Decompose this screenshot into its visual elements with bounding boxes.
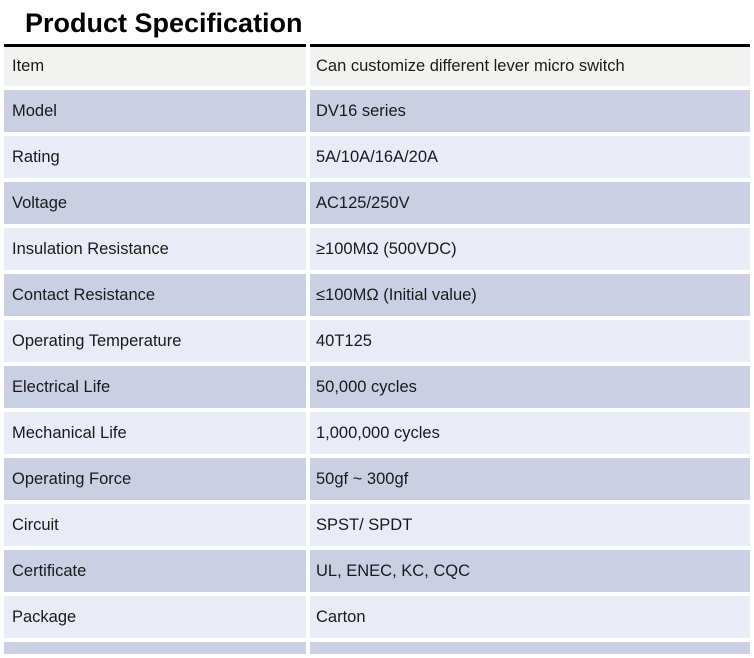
spec-value-cell: Can customize different lever micro swit… — [310, 44, 750, 86]
spec-value-cell: ≤100MΩ (Initial value) — [310, 274, 750, 316]
spec-label-cell: Model — [4, 90, 306, 132]
spec-value-cell: 40T125 — [310, 320, 750, 362]
table-row: Rating 5A/10A/16A/20A — [4, 136, 750, 178]
spec-value-cell: Carton — [310, 596, 750, 638]
spec-label-cell: Electrical Life — [4, 366, 306, 408]
spec-label-cell: Circuit — [4, 504, 306, 546]
spec-label-cell: Operating Force — [4, 458, 306, 500]
spec-value-cell: AC125/250V — [310, 182, 750, 224]
table-row: Model DV16 series — [4, 90, 750, 132]
spec-value-cell: ≥100MΩ (500VDC) — [310, 228, 750, 270]
spec-table: Item Can customize different lever micro… — [0, 40, 754, 658]
spec-label-cell: Package — [4, 596, 306, 638]
table-row: Certificate UL, ENEC, KC, CQC — [4, 550, 750, 592]
table-row: Electrical Life 50,000 cycles — [4, 366, 750, 408]
table-row: Mechanical Life 1,000,000 cycles — [4, 412, 750, 454]
table-row: Operating Temperature 40T125 — [4, 320, 750, 362]
spec-label-cell: Insulation Resistance — [4, 228, 306, 270]
spec-label-cell: Operating Temperature — [4, 320, 306, 362]
spec-value-cell: 50gf ~ 300gf — [310, 458, 750, 500]
spec-value-cell: DV16 series — [310, 90, 750, 132]
spec-value-cell: 5A/10A/16A/20A — [310, 136, 750, 178]
table-row: Circuit SPST/ SPDT — [4, 504, 750, 546]
spec-label-cell: Item — [4, 44, 306, 86]
table-row: Contact Resistance ≤100MΩ (Initial value… — [4, 274, 750, 316]
table-row: Operating Force 50gf ~ 300gf — [4, 458, 750, 500]
page-title: Product Specification — [25, 8, 303, 38]
spec-label-cell: Mechanical Life — [4, 412, 306, 454]
spec-label-cell: Rating — [4, 136, 306, 178]
spec-value-cell: UL, ENEC, KC, CQC — [310, 550, 750, 592]
spec-label-cell: Certificate — [4, 550, 306, 592]
spec-value-cell: 1,000,000 cycles — [310, 412, 750, 454]
spec-label-cell: Voltage — [4, 182, 306, 224]
table-row: Voltage AC125/250V — [4, 182, 750, 224]
table-row: Package Carton — [4, 596, 750, 638]
table-row: Item Can customize different lever micro… — [4, 44, 750, 86]
spec-table-body: Item Can customize different lever micro… — [4, 44, 750, 654]
spec-value-cell: SPST/ SPDT — [310, 504, 750, 546]
spec-label-cell: Contact Resistance — [4, 274, 306, 316]
table-row: Insulation Resistance ≥100MΩ (500VDC) — [4, 228, 750, 270]
spec-value-cell: 50,000 cycles — [310, 366, 750, 408]
